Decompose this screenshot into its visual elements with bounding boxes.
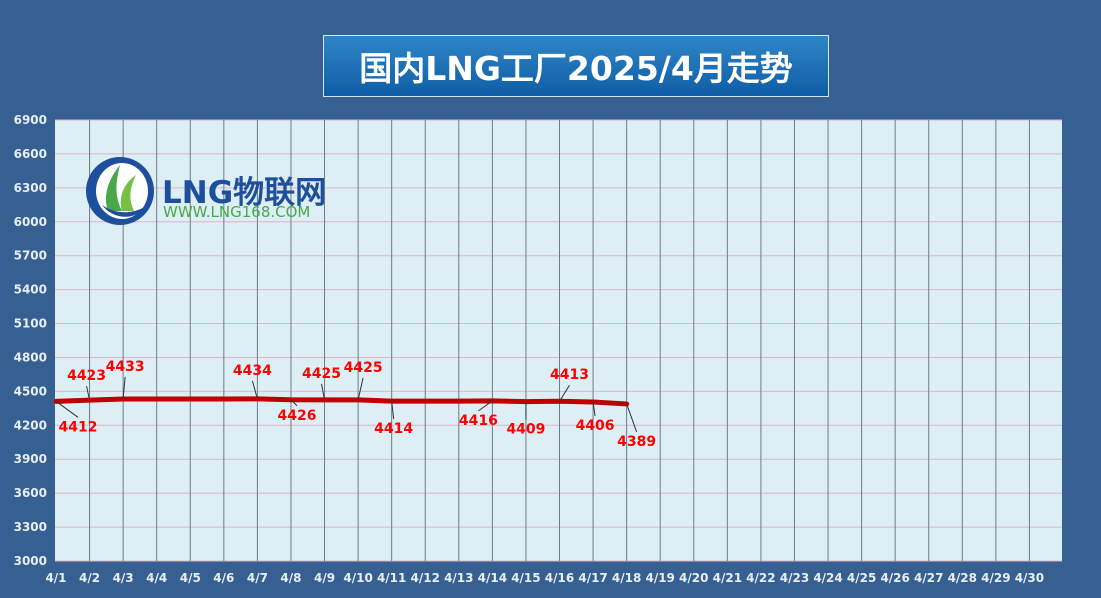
logo-mark-icon: [86, 157, 154, 225]
logo-brand-text: LNG物联网: [162, 175, 327, 211]
data-label-leader: [626, 403, 638, 433]
x-tick-label: 4/29: [981, 571, 1010, 585]
x-tick-label: 4/6: [213, 571, 234, 585]
data-label-leader: [592, 401, 596, 417]
x-tick-label: 4/21: [713, 571, 742, 585]
x-tick-label: 4/12: [411, 571, 440, 585]
data-label-leader: [290, 399, 298, 407]
x-tick-label: 4/27: [914, 571, 943, 585]
data-label: 4425: [344, 360, 383, 376]
x-tick-label: 4/10: [343, 571, 372, 585]
x-tick-label: 4/3: [113, 571, 134, 585]
x-tick-label: 4/2: [79, 571, 100, 585]
chart-title: 国内LNG工厂2025/4月走势: [323, 35, 829, 97]
y-tick-label: 4500: [14, 384, 47, 398]
y-tick-label: 6900: [14, 113, 47, 127]
data-label-leader: [122, 376, 126, 400]
y-tick-label: 3600: [14, 486, 47, 500]
data-label-leader: [478, 400, 493, 412]
grid: [55, 119, 1062, 562]
y-tick-label: 3900: [14, 452, 47, 466]
x-axis: 4/1 4/2 4/3 4/4 4/5 4/6 4/7 4/8 4/9 4/10 4/11 4/12 4…: [45, 571, 1044, 585]
data-label: 4426: [277, 408, 316, 424]
data-label: 4416: [459, 413, 498, 429]
data-label-leader: [559, 384, 570, 402]
y-tick-label: 4200: [14, 418, 47, 432]
logo-url-text: WWW.LNG168.COM: [163, 203, 311, 221]
y-tick-label: 4800: [14, 350, 47, 364]
x-tick-label: 4/22: [746, 571, 775, 585]
y-tick-label: 6000: [14, 215, 47, 229]
data-point: [155, 397, 159, 401]
x-tick-label: 4/18: [612, 571, 641, 585]
x-tick-label: 4/26: [880, 571, 909, 585]
data-label-leader: [55, 400, 79, 418]
data-point: [188, 397, 192, 401]
x-tick-label: 4/7: [247, 571, 268, 585]
y-tick-label: 6300: [14, 181, 47, 195]
data-point: [423, 399, 427, 403]
data-label: 4412: [59, 419, 98, 435]
x-tick-label: 4/9: [314, 571, 335, 585]
x-tick-label: 4/19: [645, 571, 674, 585]
data-label-leader: [391, 401, 395, 420]
y-tick-label: 5400: [14, 283, 47, 297]
data-label: 4413: [550, 367, 589, 383]
data-point: [222, 397, 226, 401]
y-tick-label: 5100: [14, 317, 47, 331]
x-tick-label: 4/1: [45, 571, 66, 585]
series-line: [53, 396, 630, 407]
logo: LNG物联网 WWW.LNG168.COM: [84, 155, 364, 227]
x-tick-label: 4/14: [478, 571, 507, 585]
data-label-leader: [357, 377, 364, 400]
x-tick-label: 4/15: [511, 571, 540, 585]
data-label: 4389: [617, 434, 656, 450]
x-tick-label: 4/28: [948, 571, 977, 585]
y-tick-label: 6600: [14, 147, 47, 161]
data-label-leader: [321, 383, 326, 400]
data-point: [457, 399, 461, 403]
data-label-leader: [86, 385, 91, 401]
x-tick-label: 4/17: [578, 571, 607, 585]
plot-area: [55, 120, 1062, 561]
y-tick-label: 3300: [14, 520, 47, 534]
data-label: 4433: [106, 359, 145, 375]
data-label: 4409: [506, 422, 545, 438]
x-tick-label: 4/24: [813, 571, 842, 585]
data-label: 4414: [374, 421, 413, 437]
y-axis: 3000 3300 3600 3900 4200 4500 4800 5100 5400 5700…: [14, 113, 47, 568]
data-label: 4434: [233, 363, 272, 379]
x-tick-label: 4/8: [280, 571, 301, 585]
y-tick-label: 3000: [14, 554, 47, 568]
x-tick-label: 4/4: [146, 571, 167, 585]
data-label: 4423: [67, 368, 106, 384]
data-label-leader: [251, 380, 258, 399]
x-tick-label: 4/11: [377, 571, 406, 585]
x-tick-label: 4/23: [780, 571, 809, 585]
y-tick-label: 5700: [14, 249, 47, 263]
x-tick-label: 4/20: [679, 571, 708, 585]
x-tick-label: 4/30: [1015, 571, 1044, 585]
data-label: 4425: [302, 366, 341, 382]
x-tick-label: 4/13: [444, 571, 473, 585]
x-tick-label: 4/16: [545, 571, 574, 585]
data-label: 4406: [576, 418, 615, 434]
x-tick-label: 4/25: [847, 571, 876, 585]
x-tick-label: 4/5: [180, 571, 201, 585]
